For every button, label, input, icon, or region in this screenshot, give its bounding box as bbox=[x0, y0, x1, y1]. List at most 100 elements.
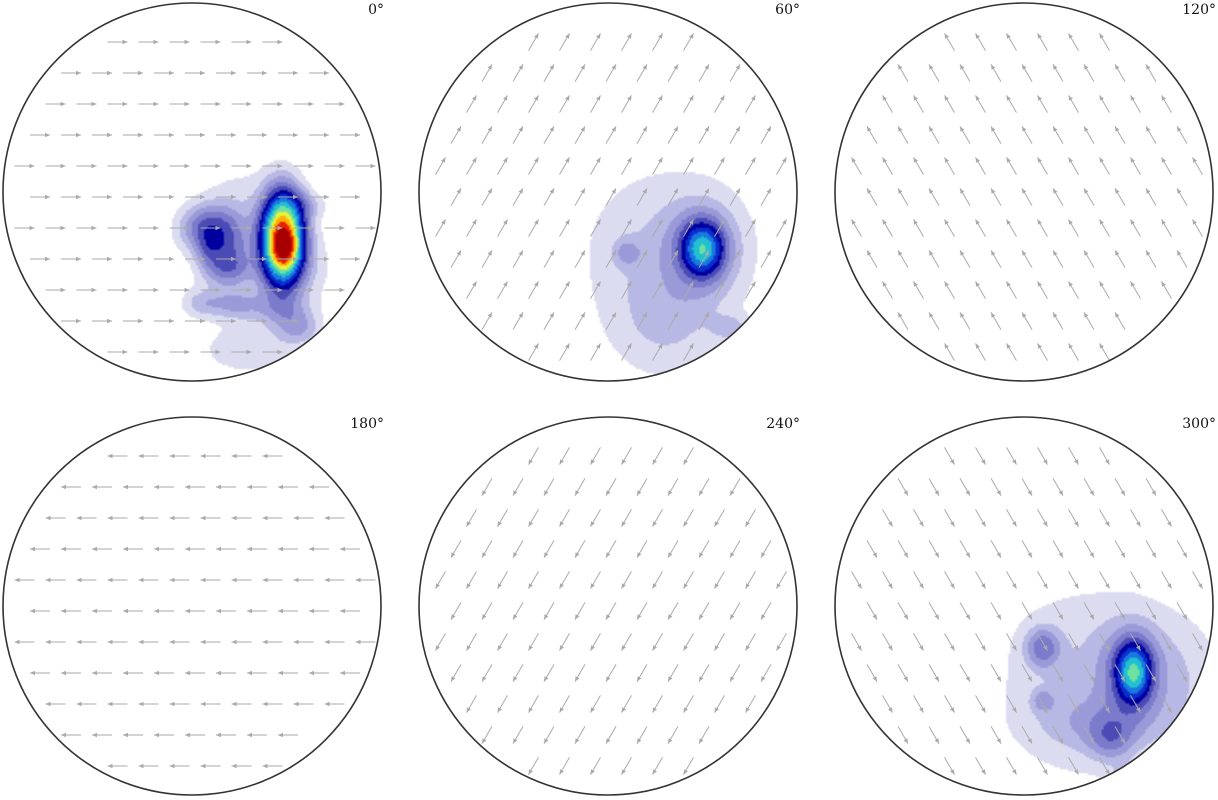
field-arrow bbox=[928, 64, 940, 82]
field-arrow bbox=[512, 312, 524, 330]
field-arrow bbox=[92, 256, 112, 262]
field-arrow bbox=[1068, 157, 1079, 175]
field-arrow bbox=[897, 602, 909, 620]
field-arrow bbox=[231, 701, 252, 707]
field-arrow bbox=[340, 132, 360, 138]
field-arrow bbox=[76, 101, 97, 107]
field-arrow bbox=[729, 188, 741, 206]
field-arrow bbox=[262, 101, 283, 107]
field-arrow bbox=[590, 157, 601, 175]
field-arrow bbox=[1068, 447, 1079, 465]
field-arrow bbox=[975, 219, 986, 237]
field-arrow bbox=[247, 732, 267, 738]
field-arrow bbox=[636, 540, 648, 558]
field-arrow bbox=[944, 157, 955, 175]
field-arrow bbox=[590, 509, 601, 527]
field-arrow bbox=[897, 188, 909, 206]
field-arrow bbox=[154, 132, 174, 138]
field-arrow bbox=[92, 70, 112, 76]
field-arrow bbox=[138, 349, 159, 355]
field-arrow bbox=[882, 695, 893, 713]
field-arrow bbox=[714, 695, 725, 713]
field-arrow bbox=[683, 633, 694, 651]
field-arrow bbox=[683, 219, 694, 237]
field-arrow bbox=[683, 157, 694, 175]
field-arrow bbox=[1006, 757, 1017, 775]
field-arrow bbox=[975, 571, 986, 589]
field-arrow bbox=[216, 546, 236, 552]
field-arrow bbox=[324, 515, 345, 521]
field-arrow bbox=[605, 478, 617, 496]
angle-label: 60° bbox=[775, 2, 800, 18]
field-arrow bbox=[990, 602, 1002, 620]
field-arrow bbox=[1161, 157, 1172, 175]
field-arrow bbox=[45, 101, 66, 107]
field-arrow bbox=[123, 732, 143, 738]
field-arrow bbox=[636, 64, 648, 82]
field-arrow bbox=[990, 64, 1002, 82]
field-arrow bbox=[698, 602, 710, 620]
field-arrow bbox=[309, 484, 329, 490]
field-arrow bbox=[278, 670, 298, 676]
field-arrow bbox=[574, 312, 586, 330]
field-arrow bbox=[944, 33, 955, 51]
field-arrow bbox=[123, 484, 143, 490]
field-arrow bbox=[340, 670, 360, 676]
field-arrow bbox=[944, 343, 955, 361]
field-arrow bbox=[574, 188, 586, 206]
field-arrow bbox=[309, 194, 329, 200]
field-arrow bbox=[1099, 219, 1110, 237]
field-arrow bbox=[466, 157, 477, 175]
field-arrow bbox=[776, 157, 787, 175]
field-arrow bbox=[309, 670, 329, 676]
field-arrow bbox=[138, 101, 159, 107]
pole-figure-panel: 300° bbox=[834, 416, 1216, 796]
field-arrow bbox=[309, 132, 329, 138]
field-arrow bbox=[698, 64, 710, 82]
arrow-field bbox=[851, 33, 1203, 361]
field-arrow bbox=[605, 126, 617, 144]
field-arrow bbox=[636, 726, 648, 744]
field-arrow bbox=[652, 33, 663, 51]
pole-figure-outline bbox=[418, 2, 798, 382]
field-arrow bbox=[683, 509, 694, 527]
field-arrow bbox=[528, 157, 539, 175]
field-arrow bbox=[1052, 126, 1064, 144]
field-arrow bbox=[543, 188, 555, 206]
field-arrow bbox=[1176, 664, 1188, 682]
field-arrow bbox=[605, 540, 617, 558]
field-arrow bbox=[1161, 695, 1172, 713]
density-contour-field bbox=[3, 3, 381, 381]
field-arrow bbox=[959, 312, 971, 330]
field-arrow bbox=[1052, 540, 1064, 558]
field-arrow bbox=[745, 509, 756, 527]
field-arrow bbox=[76, 701, 97, 707]
field-arrow bbox=[450, 540, 462, 558]
field-arrow bbox=[185, 318, 205, 324]
field-arrow bbox=[1037, 281, 1048, 299]
field-arrow bbox=[466, 219, 477, 237]
field-arrow bbox=[497, 157, 508, 175]
field-arrow bbox=[760, 602, 772, 620]
field-arrow bbox=[45, 515, 66, 521]
field-arrow bbox=[45, 225, 66, 231]
field-arrow bbox=[882, 219, 893, 237]
field-arrow bbox=[667, 664, 679, 682]
field-arrow bbox=[559, 95, 570, 113]
field-arrow bbox=[512, 126, 524, 144]
field-arrow bbox=[278, 256, 298, 262]
field-arrow bbox=[698, 126, 710, 144]
field-arrow bbox=[231, 515, 252, 521]
arrow-field bbox=[435, 33, 787, 361]
field-arrow bbox=[76, 163, 97, 169]
field-arrow bbox=[61, 256, 81, 262]
field-arrow bbox=[1099, 33, 1110, 51]
field-arrow bbox=[652, 509, 663, 527]
field-arrow bbox=[107, 163, 128, 169]
field-arrow bbox=[247, 318, 267, 324]
field-arrow bbox=[528, 509, 539, 527]
field-arrow bbox=[169, 577, 190, 583]
field-arrow bbox=[45, 577, 66, 583]
field-arrow bbox=[1068, 571, 1079, 589]
field-arrow bbox=[1006, 343, 1017, 361]
